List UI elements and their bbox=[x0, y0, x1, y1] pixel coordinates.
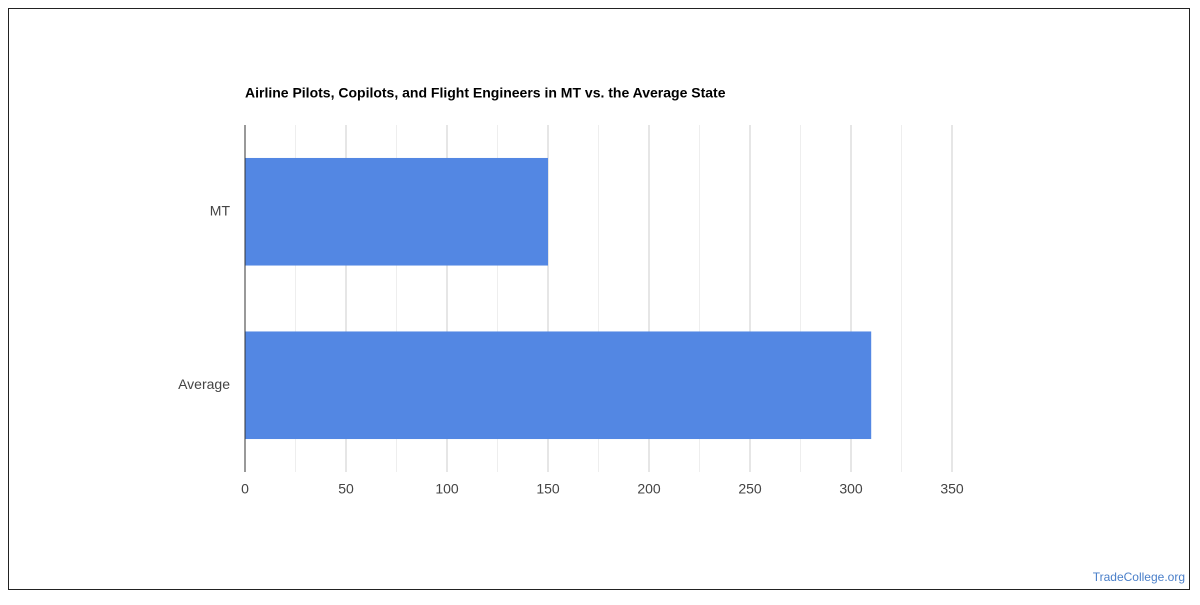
y-tick-label: MT bbox=[210, 202, 231, 218]
x-tick-label: 300 bbox=[839, 481, 863, 497]
chart-title: Airline Pilots, Copilots, and Flight Eng… bbox=[245, 85, 726, 101]
x-tick-label: 350 bbox=[940, 481, 964, 497]
bar bbox=[245, 157, 548, 266]
x-tick-label: 250 bbox=[738, 481, 762, 497]
x-tick-label: 150 bbox=[536, 481, 560, 497]
source-link[interactable]: TradeCollege.org bbox=[1093, 570, 1185, 584]
bar bbox=[245, 331, 872, 440]
x-tick-label: 50 bbox=[338, 481, 354, 497]
x-tick-label: 200 bbox=[637, 481, 661, 497]
x-tick-label: 0 bbox=[241, 481, 249, 497]
y-tick-label: Average bbox=[178, 376, 230, 392]
x-tick-label: 100 bbox=[435, 481, 459, 497]
